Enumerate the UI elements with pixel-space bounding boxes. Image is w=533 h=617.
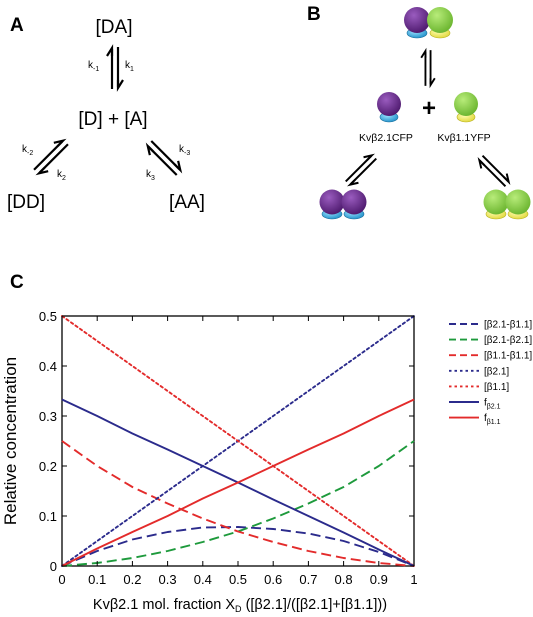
y-tick-label: 0	[50, 559, 57, 574]
x-tick-label: 0.8	[335, 572, 353, 587]
x-tick-label: 0.1	[88, 572, 106, 587]
y-tick-label: 0.1	[39, 509, 57, 524]
series-line-3	[61, 440, 415, 567]
rate-k-2: k2	[57, 169, 66, 182]
legend-label: fβ2.1	[484, 398, 501, 411]
series-layer	[61, 315, 415, 567]
equilibrium-arrows-hetero	[420, 49, 436, 87]
species-aa: [AA]	[169, 192, 205, 213]
legend-label: [β1.1-β1.1]	[484, 351, 532, 362]
panel-a: A [DA] [D] + [A] [DD] [AA] k-1 k1 k-2 k2…	[7, 15, 205, 213]
x-tick-label: 0.7	[299, 572, 317, 587]
equilibrium-arrows-homo-beta21	[341, 150, 381, 190]
x-tick-label: 1	[410, 572, 417, 587]
x-tick-label: 0	[58, 572, 65, 587]
x-tick-label: 0.3	[159, 572, 177, 587]
rate-k-3: k3	[146, 169, 155, 182]
species-dd: [DD]	[7, 192, 45, 213]
panel-a-letter: A	[10, 15, 24, 36]
rate-k-1: k1	[125, 60, 134, 73]
panel-b-letter: B	[307, 4, 321, 25]
x-tick-label: 0.6	[264, 572, 282, 587]
x-axis-title: Kvβ2.1 mol. fraction XD ([β2.1]/([β2.1]+…	[93, 597, 387, 614]
y-tick-label: 0.5	[39, 309, 57, 324]
series-line-5	[61, 315, 415, 567]
axis-ticks: 0 0.1 0.2 0.3 0.4 0.5 0.6 0.7 0.8 0.9 1 0 0.1 0.2 0.3 0…	[39, 309, 418, 587]
species-d-plus-a: [D] + [A]	[78, 109, 147, 130]
beta21-monomer-icon	[377, 92, 401, 123]
y-tick-label: 0.3	[39, 409, 57, 424]
x-tick-label: 0.2	[123, 572, 141, 587]
panel-c: C 0 0.1 0.2 0.3 0.4 0.5 0.6 0.7 0.8 0.9 1 0 0.1 0.2 0.…	[1, 272, 532, 614]
label-kvbeta21-cfp: Kvβ2.1CFP	[359, 132, 413, 144]
heterodimer-icon	[404, 7, 453, 39]
y-tick-label: 0.4	[39, 359, 57, 374]
rate-k-minus-2: k-2	[22, 144, 33, 157]
legend: [β2.1-β1.1] [β2.1-β2.1] [β1.1-β1.1] [β2.1] […	[449, 320, 532, 426]
x-tick-label: 0.9	[370, 572, 388, 587]
beta11-monomer-icon	[454, 92, 478, 123]
equilibrium-arrows-dd	[29, 135, 73, 179]
x-tick-label: 0.5	[229, 572, 247, 587]
species-da: [DA]	[96, 17, 133, 38]
equilibrium-arrows-homo-beta11	[474, 151, 514, 191]
plus-sign: +	[422, 95, 436, 122]
beta11-homodimer-icon	[483, 189, 531, 220]
rate-k-minus-1: k-1	[88, 60, 99, 73]
series-line-2	[61, 440, 415, 567]
rate-k-minus-3: k-3	[179, 144, 190, 157]
panel-b: B + Kvβ2.1CFP Kvβ1.1YFP	[307, 4, 531, 220]
legend-label: [β2.1]	[484, 366, 509, 377]
legend-label: [β1.1]	[484, 382, 509, 393]
panel-c-letter: C	[10, 272, 24, 293]
y-axis-title: Relative concentration	[1, 357, 20, 525]
equilibrium-arrows-da	[105, 45, 125, 91]
y-tick-label: 0.2	[39, 459, 57, 474]
legend-label: fβ1.1	[484, 413, 501, 426]
legend-label: [β2.1-β1.1]	[484, 320, 532, 331]
beta21-homodimer-icon	[319, 189, 367, 220]
x-tick-label: 0.4	[194, 572, 212, 587]
series-line-7	[61, 398, 415, 567]
series-line-1	[61, 526, 415, 567]
legend-label: [β2.1-β2.1]	[484, 335, 532, 346]
label-kvbeta11-yfp: Kvβ1.1YFP	[437, 132, 490, 144]
